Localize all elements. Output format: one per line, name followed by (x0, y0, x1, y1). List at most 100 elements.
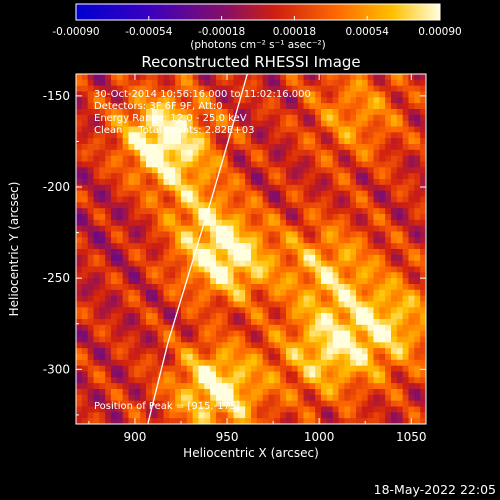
heatmap-cell (256, 278, 264, 285)
heatmap-cell (391, 85, 398, 92)
heatmap-cell (169, 161, 176, 168)
heatmap-cell (227, 383, 234, 390)
heatmap-cell (76, 289, 83, 297)
heatmap-cell (251, 377, 258, 384)
heatmap-cell (256, 289, 264, 297)
heatmap-cell (280, 319, 287, 326)
heatmap-cell (192, 190, 199, 197)
heatmap-cell (122, 406, 129, 413)
heatmap-cell (221, 155, 229, 162)
heatmap-cell (198, 243, 205, 250)
heatmap-cell (379, 74, 386, 81)
heatmap-cell (216, 278, 223, 285)
heatmap-cell (262, 79, 269, 87)
heatmap-cell (81, 243, 89, 250)
heatmap-cell (169, 319, 176, 326)
heatmap-cell (291, 208, 299, 215)
y-tick-label: -150 (43, 89, 70, 103)
heatmap-cell (321, 97, 328, 104)
heatmap-cell (175, 126, 182, 133)
heatmap-cell (356, 243, 363, 250)
heatmap-cell (356, 313, 363, 320)
colorbar-ticks: -0.00090 -0.00054 -0.00018 0.00018 0.00054 0.… (52, 16, 462, 38)
heatmap-cell (321, 254, 328, 262)
heatmap-cell (198, 313, 205, 320)
heatmap-cell (227, 260, 234, 267)
heatmap-cell (192, 377, 199, 384)
heatmap-cell (122, 196, 129, 203)
heatmap-cell (181, 74, 188, 81)
heatmap-cell (414, 330, 421, 337)
heatmap-cell (128, 208, 135, 215)
heatmap-cell (198, 289, 205, 297)
heatmap-cell (116, 342, 124, 349)
heatmap-cell (391, 365, 398, 372)
heatmap-cell (408, 237, 415, 244)
heatmap-cell (286, 85, 293, 92)
heatmap-cell (262, 138, 269, 145)
heatmap-cell (175, 214, 182, 221)
heatmap-cell (332, 208, 339, 215)
heatmap-cell (297, 91, 304, 98)
heatmap-cell (181, 348, 188, 355)
heatmap-cell (245, 383, 252, 390)
heatmap-cell (315, 278, 322, 285)
heatmap-cell (122, 138, 129, 145)
heatmap-cell (297, 214, 304, 221)
heatmap-cell (134, 231, 141, 238)
heatmap-cell (414, 418, 421, 424)
heatmap-cell (245, 214, 252, 221)
heatmap-cell (204, 348, 211, 355)
heatmap-cell (245, 79, 252, 87)
heatmap-cell (134, 260, 141, 267)
heatmap-cell (309, 313, 316, 320)
heatmap-cell (291, 319, 299, 326)
heatmap-cell (221, 336, 229, 343)
heatmap-cell (146, 272, 153, 279)
heatmap-cell (321, 348, 328, 355)
heatmap-cell (379, 120, 386, 127)
heatmap-cell (385, 184, 392, 192)
heatmap-cell (303, 330, 310, 337)
heatmap-cell (385, 114, 392, 122)
heatmap-cell (338, 149, 345, 157)
heatmap-cell (414, 389, 421, 396)
heatmap-cell (204, 307, 211, 314)
heatmap-cell (175, 348, 182, 355)
heatmap-cell (93, 103, 100, 110)
heatmap-cell (245, 74, 252, 81)
heatmap-cell (326, 348, 334, 355)
heatmap-cell (116, 161, 124, 168)
heatmap-cell (81, 383, 89, 390)
heatmap-cell (303, 179, 310, 186)
heatmap-cell (210, 284, 217, 291)
heatmap-cell (233, 284, 240, 291)
heatmap-cell (350, 138, 357, 145)
heatmap-cell (251, 389, 258, 396)
heatmap-cell (402, 400, 409, 407)
heatmap-cell (408, 144, 415, 151)
heatmap-cell (239, 155, 246, 162)
heatmap-cell (379, 114, 386, 122)
heatmap-cell (210, 184, 217, 192)
heatmap-cell (303, 412, 310, 419)
heatmap-cell (122, 85, 129, 92)
heatmap-cell (402, 383, 409, 390)
heatmap-cell (116, 389, 124, 396)
heatmap-cell (151, 231, 159, 238)
heatmap-cell (76, 354, 83, 361)
heatmap-cell (332, 330, 339, 337)
heatmap-cell (227, 196, 234, 203)
heatmap-cell (216, 225, 223, 232)
heatmap-cell (134, 202, 141, 209)
heatmap-cell (134, 149, 141, 157)
heatmap-cell (402, 278, 409, 285)
heatmap-cell (373, 167, 380, 174)
heatmap-cell (111, 214, 118, 221)
heatmap-cell (175, 173, 182, 180)
heatmap-cell (326, 190, 334, 197)
heatmap-cell (233, 406, 240, 413)
heatmap-cell (408, 354, 415, 361)
heatmap-cell (151, 126, 159, 133)
heatmap-cell (286, 418, 293, 424)
